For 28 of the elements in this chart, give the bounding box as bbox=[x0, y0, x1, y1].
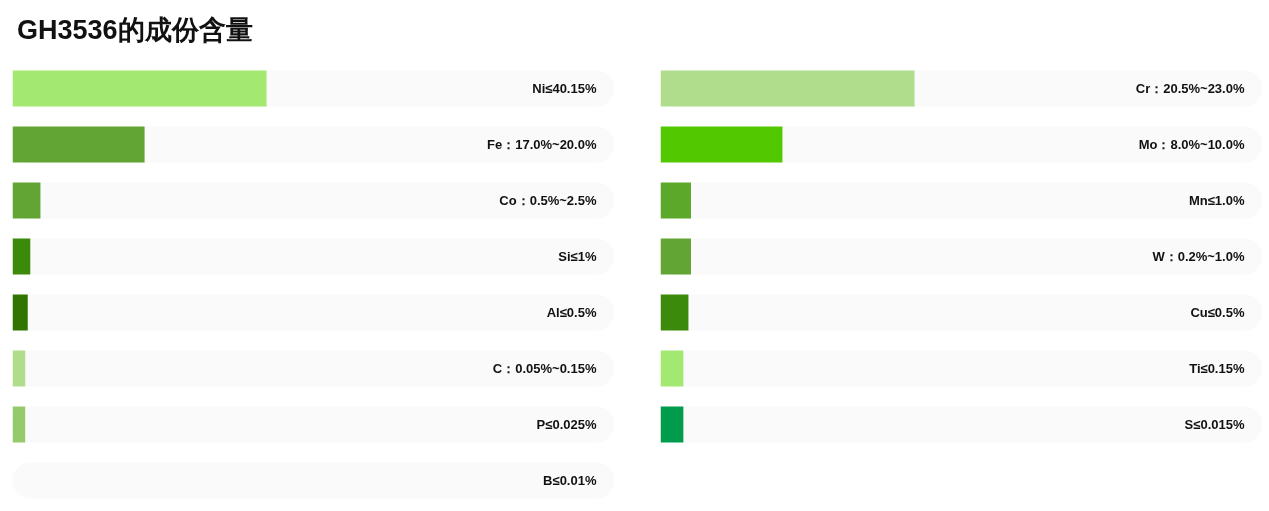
bar bbox=[12, 294, 28, 331]
y-tick-label: Ni≤40.15% bbox=[532, 81, 597, 96]
y-tick-label: Cr：20.5%~23.0% bbox=[1135, 81, 1245, 96]
y-tick-label: S≤0.015% bbox=[1184, 417, 1245, 432]
bar bbox=[12, 238, 31, 275]
y-tick-label: C：0.05%~0.15% bbox=[492, 361, 597, 376]
y-tick-label: Cu≤0.5% bbox=[1190, 305, 1245, 320]
y-tick-label: Co：0.5%~2.5% bbox=[499, 193, 597, 208]
bar bbox=[660, 126, 783, 163]
bar bbox=[660, 182, 691, 219]
y-tick-label: Ti≤0.15% bbox=[1189, 361, 1245, 376]
y-tick-label: Si≤1% bbox=[558, 249, 597, 264]
bar bbox=[660, 350, 684, 387]
bar bbox=[660, 294, 689, 331]
y-tick-label: P≤0.025% bbox=[536, 417, 597, 432]
y-tick-label: Mo：8.0%~10.0% bbox=[1138, 137, 1245, 152]
bar bbox=[660, 406, 684, 443]
chart-title: GH3536的成份含量 bbox=[17, 14, 253, 47]
y-tick-label: Al≤0.5% bbox=[546, 305, 597, 320]
bar bbox=[12, 406, 26, 443]
bar bbox=[660, 238, 691, 275]
bar bbox=[12, 350, 26, 387]
y-tick-label: B≤0.01% bbox=[543, 473, 597, 488]
bar bbox=[12, 182, 41, 219]
y-tick-label: Fe：17.0%~20.0% bbox=[487, 137, 597, 152]
y-tick-label: Mn≤1.0% bbox=[1188, 193, 1245, 208]
bar bbox=[12, 126, 145, 163]
y-tick-label: W：0.2%~1.0% bbox=[1152, 249, 1245, 264]
